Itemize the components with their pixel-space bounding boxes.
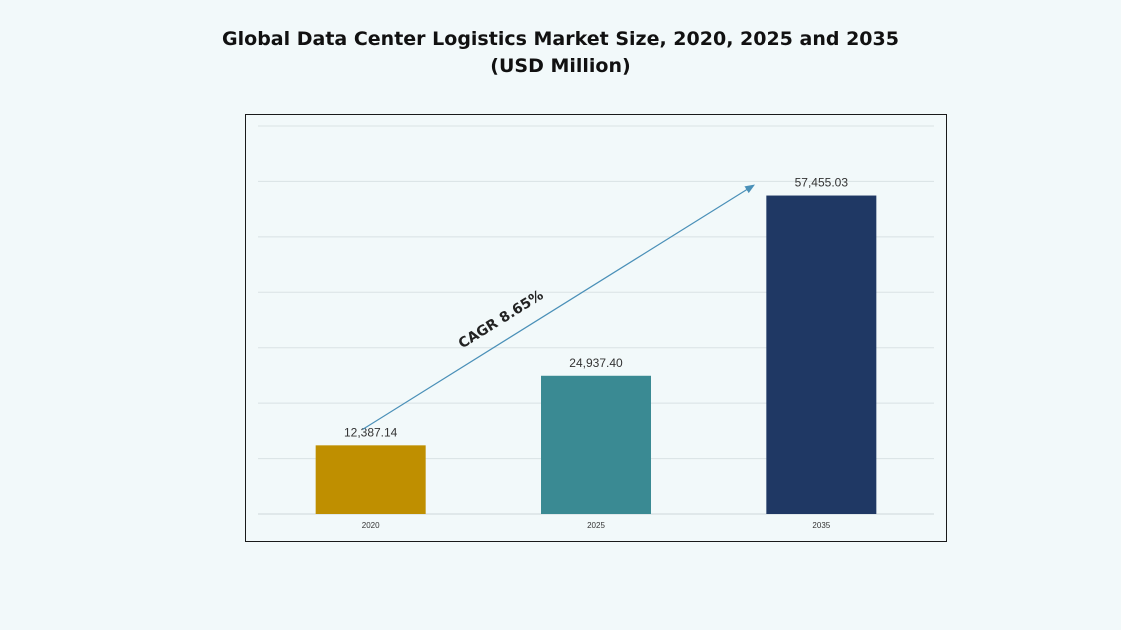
cagr-arrow (362, 184, 756, 430)
x-tick-label-2035: 2035 (812, 521, 830, 530)
x-tick-label-2020: 2020 (362, 521, 380, 530)
chart-title-line-1: Global Data Center Logistics Market Size… (222, 28, 899, 50)
bar-2025 (541, 375, 651, 514)
data-label-2020: 12,387.14 (344, 425, 398, 439)
x-axis-ticks: 2020 2025 2035 (362, 521, 831, 530)
chart-title-line-2: (USD Million) (490, 55, 631, 77)
bar-2020 (315, 445, 426, 514)
x-tick-label-2025: 2025 (587, 521, 605, 530)
bars (315, 195, 877, 514)
bar-2035 (766, 195, 877, 514)
chart-title: Global Data Center Logistics Market Size… (0, 26, 1121, 80)
data-label-2025: 24,937.40 (569, 356, 623, 370)
data-labels: 12,387.14 24,937.40 57,455.03 (344, 176, 848, 440)
data-label-2035: 57,455.03 (795, 176, 849, 190)
